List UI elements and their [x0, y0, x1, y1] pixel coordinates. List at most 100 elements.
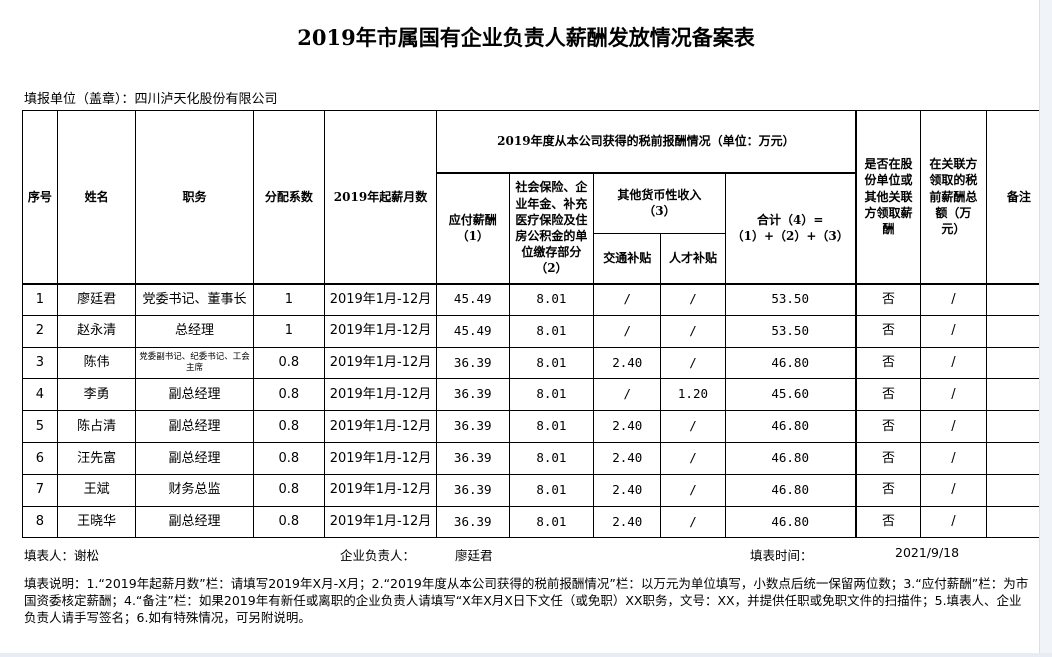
- header-months: 2019年起薪月数: [324, 110, 437, 284]
- table-row: 7 王斌 财务总监 0.8 2019年1月-12月 36.39 8.01 2.40/46.80…: [22, 473, 1052, 507]
- cell-seq: 3: [22, 346, 58, 380]
- cell-related-amount: /: [920, 441, 987, 475]
- table-row: 5 陈占清 副总经理 0.8 2019年1月-12月 36.39 8.01 2.40/46.8…: [22, 410, 1052, 443]
- cell-seq: 4: [22, 378, 58, 412]
- cell-seq: 6: [22, 441, 58, 475]
- header-coef: 分配系数: [252, 110, 326, 284]
- cell-social: 8.01: [508, 473, 595, 507]
- cell-total: 53.50: [724, 314, 857, 348]
- date-value: 2021/9/18: [895, 545, 960, 560]
- cell-months: 2019年1月-12月: [324, 378, 437, 412]
- cell-traffic: /: [593, 282, 662, 316]
- header-social: 社会保险、企业年金、补充医疗保险及住房公积金的单位缴存部分（2）: [508, 171, 595, 284]
- header-related-amount: 在关联方领取的税前薪酬总额（万元）: [920, 110, 987, 284]
- cell-seq: 2: [22, 314, 58, 348]
- cell-coef: 0.8: [252, 378, 326, 412]
- header-other: 其他货币性收入（3）: [593, 171, 726, 234]
- cell-talent: /: [660, 505, 726, 539]
- cell-coef: 0.8: [252, 410, 326, 443]
- header-related: 是否在股份单位或其他关联方领取薪酬: [854, 110, 922, 284]
- cell-talent: /: [660, 441, 726, 475]
- cell-related: 否: [854, 473, 922, 507]
- cell-months: 2019年1月-12月: [324, 410, 437, 443]
- cell-related-amount: /: [920, 346, 987, 380]
- cell-position: 总经理: [135, 314, 254, 348]
- bottom-bar: [0, 653, 1052, 657]
- cell-payable: 36.39: [435, 505, 510, 539]
- cell-seq: 5: [22, 410, 58, 443]
- cell-related: 否: [854, 346, 922, 380]
- cell-coef: 0.8: [252, 473, 326, 507]
- cell-seq: 8: [22, 505, 58, 539]
- cell-total: 46.80: [724, 346, 857, 380]
- cell-position: 财务总监: [135, 473, 254, 507]
- cell-talent: /: [660, 346, 726, 380]
- cell-traffic: 2.40: [593, 473, 662, 507]
- cell-talent: /: [660, 473, 726, 507]
- cell-total: 46.80: [724, 473, 857, 507]
- cell-traffic: 2.40: [593, 505, 662, 539]
- cell-traffic: 2.40: [593, 441, 662, 475]
- cell-social: 8.01: [508, 378, 595, 412]
- cell-related: 否: [854, 441, 922, 475]
- reporting-unit: 填报单位（盖章）：四川泸天化股份有限公司: [24, 92, 278, 107]
- cell-talent: /: [660, 282, 726, 316]
- header-group: 2019年度从本公司获得的税前报酬情况（单位：万元）: [435, 110, 857, 173]
- cell-total: 45.60: [724, 378, 857, 412]
- cell-related: 否: [854, 505, 922, 539]
- cell-traffic: /: [593, 378, 662, 412]
- cell-position: 党委书记、董事长: [135, 282, 254, 316]
- cell-social: 8.01: [508, 282, 595, 316]
- cell-name: 李勇: [56, 378, 137, 412]
- cell-related-amount: /: [920, 314, 987, 348]
- cell-social: 8.01: [508, 505, 595, 539]
- cell-seq: 7: [22, 473, 58, 507]
- cell-related-amount: /: [920, 378, 987, 412]
- cell-name: 王斌: [56, 473, 137, 507]
- cell-name: 王晓华: [56, 505, 137, 539]
- cell-payable: 45.49: [435, 314, 510, 348]
- cell-total: 46.80: [724, 410, 857, 443]
- header-talent: 人才补贴: [660, 233, 726, 284]
- header-total: 合计（4）=（1）+（2）+（3）: [724, 171, 857, 284]
- cell-social: 8.01: [508, 410, 595, 443]
- cell-coef: 1: [252, 282, 326, 316]
- cell-coef: 0.8: [252, 346, 326, 380]
- salary-table: 序号 姓名 职务 分配系数 2019年起薪月数 2019年度从本公司获得的税前报…: [22, 110, 1052, 539]
- date-label: 填表时间：: [750, 548, 813, 563]
- header-name: 姓名: [56, 110, 137, 284]
- cell-position: 党委副书记、纪委书记、工会主席: [135, 346, 254, 380]
- page-title: 2019年市属国有企业负责人薪酬发放情况备案表: [297, 25, 755, 50]
- cell-social: 8.01: [508, 346, 595, 380]
- cell-social: 8.01: [508, 314, 595, 348]
- cell-talent: /: [660, 314, 726, 348]
- cell-related: 否: [854, 410, 922, 443]
- cell-months: 2019年1月-12月: [324, 505, 437, 539]
- table-row: 3 陈伟 党委副书记、纪委书记、工会主席 0.8 2019年1月-12月 36.39 8.0…: [22, 346, 1052, 380]
- cell-social: 8.01: [508, 441, 595, 475]
- cell-position: 副总经理: [135, 378, 254, 412]
- cell-coef: 0.8: [252, 505, 326, 539]
- filler: 填表人：谢松: [24, 548, 100, 563]
- cell-name: 廖廷君: [56, 282, 137, 316]
- cell-related: 否: [854, 314, 922, 348]
- table-row: 1 廖廷君 党委书记、董事长 1 2019年1月-12月 45.49 8.01//53.50…: [22, 282, 1052, 316]
- leader-name: 廖廷君: [455, 548, 493, 563]
- cell-traffic: 2.40: [593, 410, 662, 443]
- cell-name: 陈伟: [56, 346, 137, 380]
- cell-total: 46.80: [724, 505, 857, 539]
- cell-name: 陈占清: [56, 410, 137, 443]
- cell-related: 否: [854, 378, 922, 412]
- header-traffic: 交通补贴: [593, 233, 662, 284]
- cell-related-amount: /: [920, 473, 987, 507]
- leader-label: 企业负责人：: [340, 548, 416, 563]
- cell-months: 2019年1月-12月: [324, 346, 437, 380]
- cell-total: 53.50: [724, 282, 857, 316]
- cell-months: 2019年1月-12月: [324, 441, 437, 475]
- cell-position: 副总经理: [135, 441, 254, 475]
- header-seq: 序号: [22, 110, 58, 284]
- scrollbar[interactable]: [1039, 0, 1052, 657]
- cell-related-amount: /: [920, 282, 987, 316]
- cell-coef: 0.8: [252, 441, 326, 475]
- cell-payable: 36.39: [435, 473, 510, 507]
